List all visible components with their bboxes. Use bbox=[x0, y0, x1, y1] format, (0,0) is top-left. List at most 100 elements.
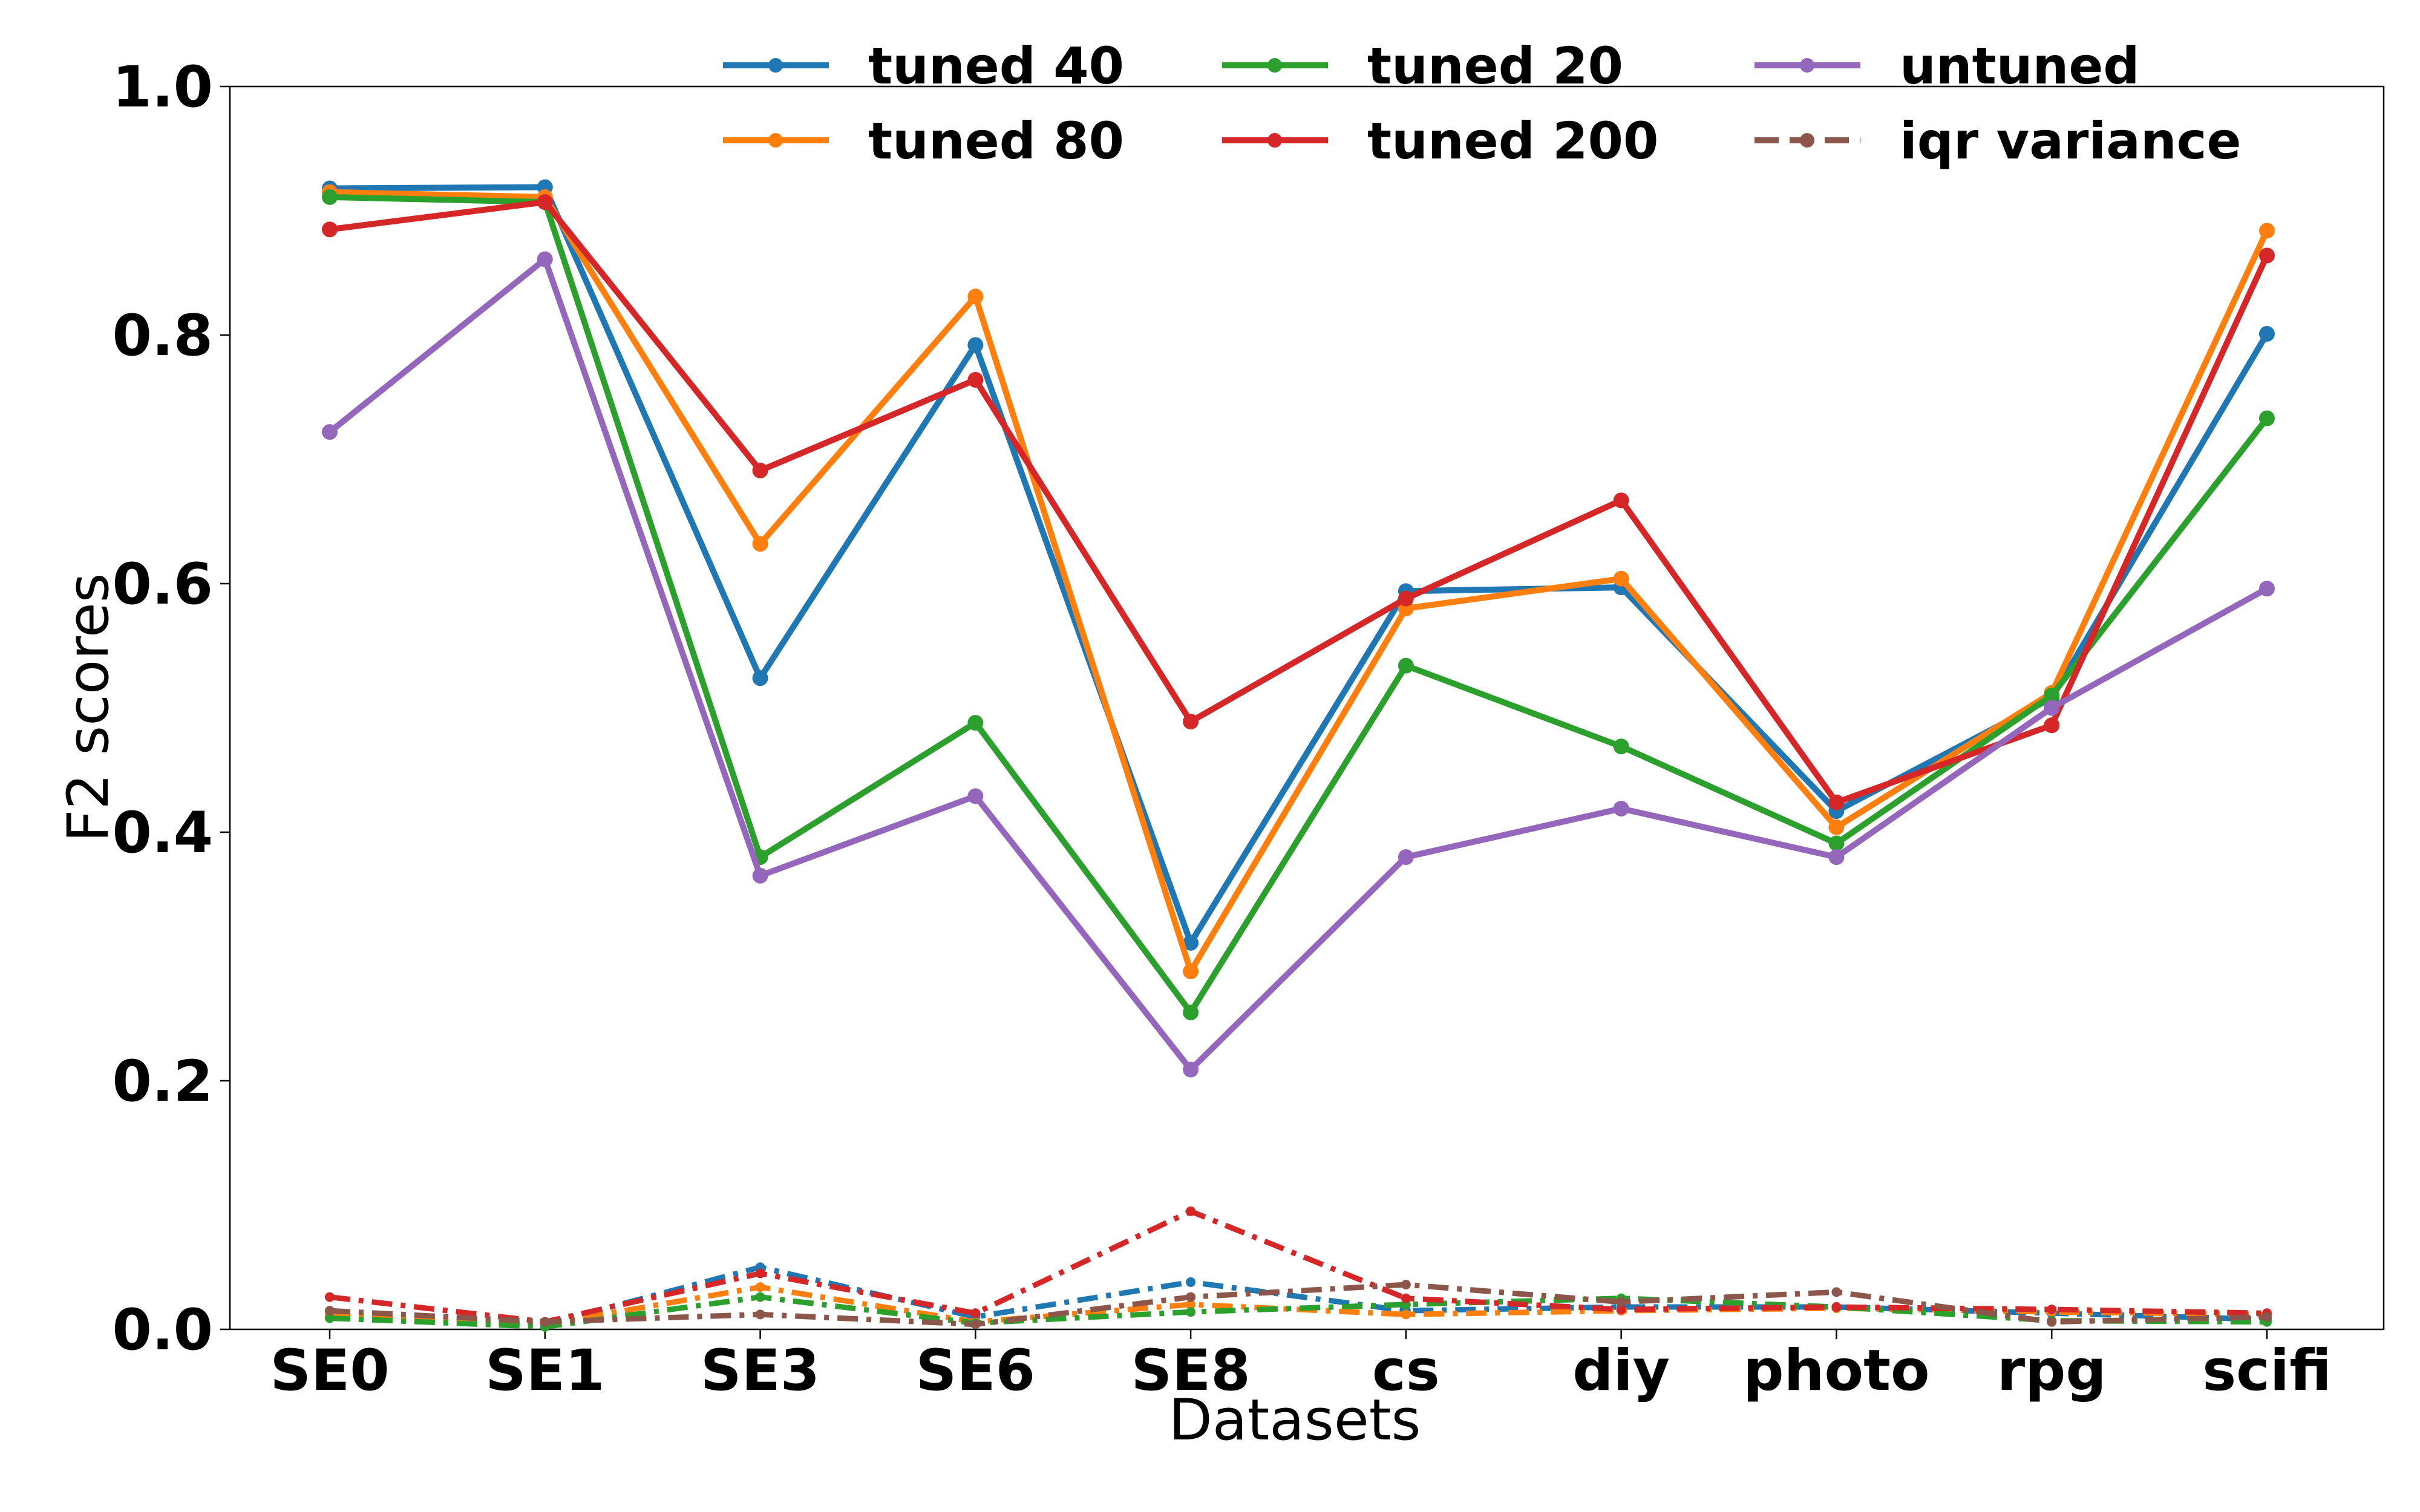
iqr-variance-marker bbox=[1186, 1307, 1196, 1317]
series-lines bbox=[322, 179, 2275, 1078]
iqr-variance-lines bbox=[325, 1206, 2272, 1332]
x-axis: SE0 SE1 SE3 SE6 SE8 cs diy photo rpg scifi bbox=[270, 1329, 2332, 1404]
x-tick-label-diy: diy bbox=[1572, 1338, 1670, 1404]
y-tick-label: 0.4 bbox=[112, 800, 213, 866]
iqr-variance-marker bbox=[325, 1306, 335, 1316]
y-tick-label: 0.0 bbox=[112, 1297, 213, 1363]
x-tick-label-se0: SE0 bbox=[270, 1338, 389, 1404]
data-point-tuned-20 bbox=[1398, 657, 1414, 674]
data-point-tuned-40 bbox=[1183, 934, 1199, 951]
iqr-variance-marker bbox=[1401, 1309, 1411, 1320]
series-line-tuned-200 bbox=[329, 199, 2270, 806]
data-point-untuned bbox=[1828, 849, 1845, 865]
x-tick-label-photo: photo bbox=[1743, 1338, 1929, 1404]
iqr-variance-marker bbox=[755, 1282, 765, 1292]
legend-label-iqr-variance: iqr variance bbox=[1900, 111, 2242, 171]
x-tick-label-se6: SE6 bbox=[916, 1338, 1035, 1404]
data-point-tuned-200 bbox=[1398, 590, 1414, 607]
data-point-tuned-80 bbox=[752, 536, 768, 552]
iqr-variance-marker bbox=[970, 1319, 981, 1329]
data-point-untuned bbox=[2259, 581, 2275, 597]
y-tick-label: 0.8 bbox=[112, 303, 213, 369]
iqr-variance-marker bbox=[1186, 1292, 1196, 1302]
iqr-variance-marker bbox=[1186, 1277, 1196, 1287]
legend: tuned 40 tuned 80 tuned 20 tuned 200 untuned… bbox=[723, 36, 2242, 171]
series-line-tuned-20 bbox=[329, 194, 2269, 1015]
data-point-tuned-40 bbox=[2259, 325, 2275, 342]
data-point-tuned-20 bbox=[1613, 738, 1629, 755]
data-point-tuned-20 bbox=[2044, 687, 2060, 703]
y-tick-label: 0.2 bbox=[112, 1049, 213, 1115]
data-point-tuned-200 bbox=[1183, 714, 1199, 730]
iqr-variance-marker bbox=[755, 1268, 765, 1279]
series-line-tuned-40 bbox=[329, 184, 2270, 946]
iqr-variance-marker bbox=[755, 1309, 765, 1320]
data-point-tuned-200 bbox=[1613, 492, 1629, 509]
x-tick-label-se8: SE8 bbox=[1131, 1338, 1250, 1404]
legend-marker-tuned-20 bbox=[1267, 58, 1282, 73]
data-point-tuned-80 bbox=[1828, 819, 1845, 835]
data-point-tuned-200 bbox=[322, 221, 338, 238]
x-tick-label-scifi: scifi bbox=[2202, 1338, 2332, 1404]
legend-label-tuned-200: tuned 200 bbox=[1367, 111, 1658, 171]
data-point-tuned-40 bbox=[967, 337, 984, 353]
iqr-variance-line-2 bbox=[329, 1294, 2268, 1330]
iqr-variance-line-1 bbox=[329, 1284, 2268, 1328]
data-point-tuned-20 bbox=[967, 715, 984, 731]
data-point-tuned-200 bbox=[2044, 717, 2060, 734]
data-point-tuned-200 bbox=[2259, 247, 2275, 264]
iqr-variance-marker bbox=[2262, 1312, 2272, 1322]
iqr-variance-marker bbox=[1616, 1305, 1626, 1315]
data-point-tuned-200 bbox=[1828, 794, 1845, 810]
x-tick-label-rpg: rpg bbox=[1997, 1338, 2107, 1404]
iqr-variance-marker bbox=[1401, 1280, 1411, 1290]
x-tick-label-se3: SE3 bbox=[701, 1338, 820, 1404]
iqr-variance-marker bbox=[1186, 1299, 1196, 1309]
iqr-variance-marker bbox=[540, 1317, 550, 1327]
x-axis-title: Datasets bbox=[1168, 1387, 1421, 1453]
data-point-tuned-20 bbox=[1828, 835, 1845, 852]
data-point-tuned-80 bbox=[1183, 963, 1199, 980]
y-tick-label: 1.0 bbox=[112, 54, 213, 120]
x-tick-label-cs: cs bbox=[1372, 1338, 1440, 1404]
legend-label-tuned-40: tuned 40 bbox=[868, 36, 1124, 96]
series-line-untuned bbox=[327, 256, 2269, 1073]
iqr-variance-line-3 bbox=[329, 1208, 2268, 1325]
iqr-variance-marker bbox=[1831, 1287, 1842, 1297]
data-point-untuned bbox=[1398, 849, 1414, 865]
data-point-tuned-200 bbox=[967, 371, 984, 388]
x-tick-label-se1: SE1 bbox=[485, 1338, 604, 1404]
data-point-tuned-20 bbox=[2259, 410, 2275, 426]
legend-label-tuned-20: tuned 20 bbox=[1367, 36, 1623, 96]
data-point-untuned bbox=[967, 788, 984, 804]
data-point-untuned bbox=[2044, 700, 2060, 716]
data-point-tuned-200 bbox=[752, 462, 768, 478]
data-point-tuned-80 bbox=[967, 288, 984, 305]
legend-label-tuned-80: tuned 80 bbox=[868, 111, 1124, 171]
y-axis: 0.0 0.2 0.4 0.6 0.8 1.0 bbox=[112, 54, 230, 1363]
iqr-variance-marker bbox=[970, 1308, 981, 1318]
iqr-variance-line-0 bbox=[329, 1264, 2268, 1328]
plot-frame bbox=[229, 85, 2385, 1331]
iqr-variance-marker bbox=[325, 1292, 335, 1302]
y-axis-title: F2 scores bbox=[56, 573, 122, 842]
data-point-untuned bbox=[752, 867, 768, 884]
iqr-variance-marker bbox=[1401, 1293, 1411, 1303]
data-point-tuned-80 bbox=[2259, 223, 2275, 239]
iqr-variance-marker bbox=[325, 1313, 335, 1323]
iqr-variance-marker bbox=[755, 1292, 765, 1302]
series-line-tuned-80 bbox=[329, 189, 2270, 975]
y-tick-label: 0.6 bbox=[112, 552, 213, 618]
data-point-tuned-80 bbox=[1613, 570, 1629, 587]
data-point-tuned-40 bbox=[752, 670, 768, 686]
data-point-tuned-20 bbox=[322, 189, 338, 205]
iqr-variance-marker bbox=[1186, 1206, 1196, 1216]
legend-marker-untuned bbox=[1800, 58, 1814, 73]
iqr-variance-line-4 bbox=[329, 1282, 2268, 1328]
data-point-untuned bbox=[537, 251, 553, 267]
data-point-tuned-200 bbox=[537, 194, 553, 210]
data-point-tuned-20 bbox=[1183, 1004, 1199, 1020]
legend-label-untuned: untuned bbox=[1900, 36, 2139, 96]
